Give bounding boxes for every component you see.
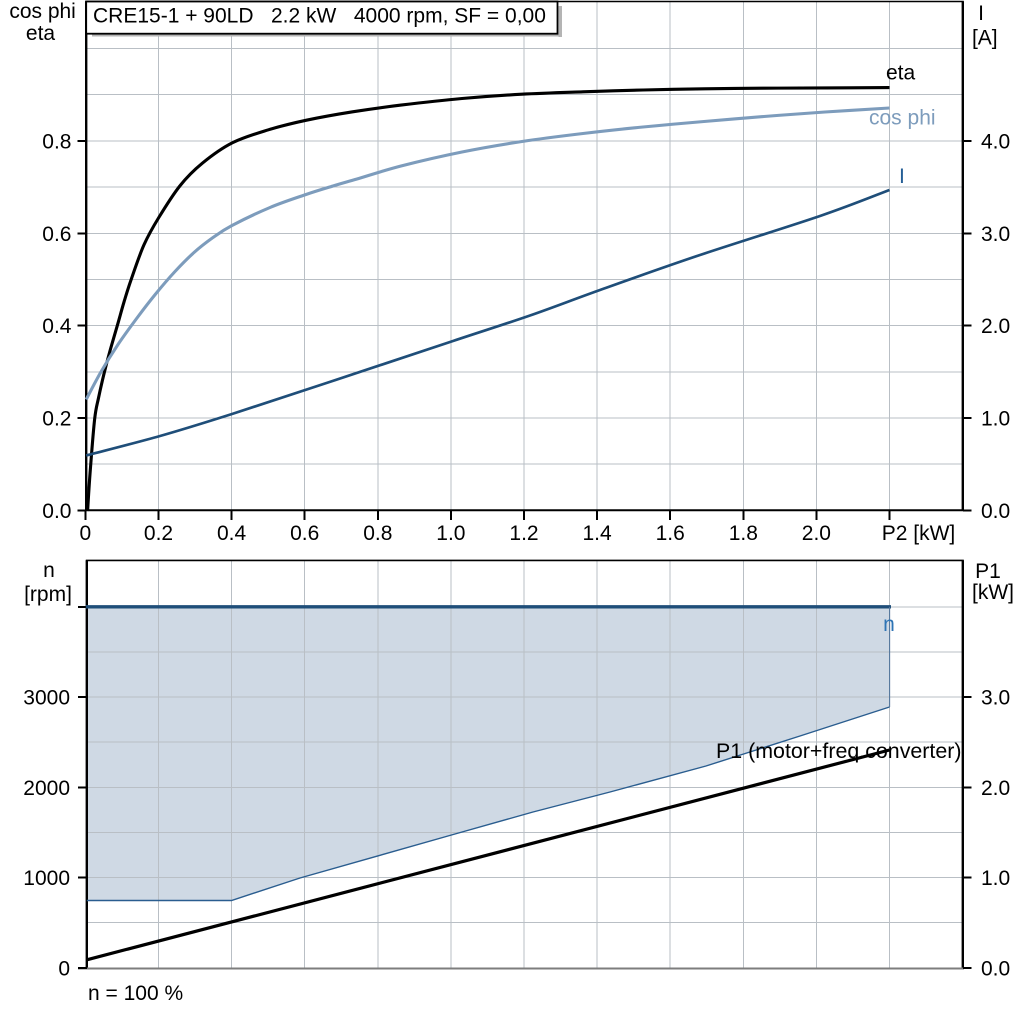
svg-text:0.6: 0.6 bbox=[42, 223, 71, 246]
svg-text:1.8: 1.8 bbox=[729, 522, 758, 545]
svg-text:I: I bbox=[899, 165, 905, 188]
svg-text:1000: 1000 bbox=[23, 867, 70, 890]
svg-text:[A]: [A] bbox=[972, 27, 998, 50]
svg-text:[rpm]: [rpm] bbox=[24, 583, 72, 606]
svg-text:3.0: 3.0 bbox=[981, 687, 1010, 710]
svg-text:0: 0 bbox=[58, 957, 70, 980]
svg-text:cos phi: cos phi bbox=[9, 0, 76, 23]
svg-text:1.0: 1.0 bbox=[981, 407, 1010, 430]
svg-text:0.6: 0.6 bbox=[290, 522, 319, 545]
svg-text:CRE15-1 + 90LD 2.2 kW 4000: CRE15-1 + 90LD 2.2 kW 4000 rpm, SF = 0,0… bbox=[93, 5, 546, 28]
svg-text:0.4: 0.4 bbox=[42, 315, 72, 338]
svg-text:4.0: 4.0 bbox=[981, 130, 1010, 153]
svg-text:3000: 3000 bbox=[23, 687, 70, 710]
svg-text:cos phi: cos phi bbox=[869, 107, 936, 130]
svg-text:3.0: 3.0 bbox=[981, 223, 1010, 246]
svg-text:P1: P1 bbox=[975, 560, 1001, 583]
svg-text:0.0: 0.0 bbox=[981, 957, 1010, 980]
svg-text:0.8: 0.8 bbox=[42, 130, 71, 153]
svg-text:P2 [kW]: P2 [kW] bbox=[882, 522, 956, 545]
svg-text:n: n bbox=[883, 613, 895, 636]
svg-text:2.0: 2.0 bbox=[981, 315, 1010, 338]
svg-text:eta: eta bbox=[26, 22, 56, 45]
svg-text:1.4: 1.4 bbox=[582, 522, 612, 545]
svg-text:1.0: 1.0 bbox=[436, 522, 465, 545]
svg-text:0.2: 0.2 bbox=[144, 522, 173, 545]
svg-text:n = 100 %: n = 100 % bbox=[88, 982, 183, 1005]
svg-text:0.0: 0.0 bbox=[42, 500, 71, 523]
svg-text:2.0: 2.0 bbox=[981, 777, 1010, 800]
svg-text:0.0: 0.0 bbox=[981, 500, 1010, 523]
svg-text:2000: 2000 bbox=[23, 777, 70, 800]
svg-text:I: I bbox=[978, 2, 984, 25]
svg-text:0: 0 bbox=[80, 522, 92, 545]
svg-text:n: n bbox=[43, 559, 55, 582]
svg-text:1.2: 1.2 bbox=[509, 522, 538, 545]
svg-text:2.0: 2.0 bbox=[802, 522, 831, 545]
svg-text:P1 (motor+freq.converter): P1 (motor+freq.converter) bbox=[716, 739, 962, 763]
svg-text:[kW]: [kW] bbox=[972, 581, 1014, 604]
svg-text:1.0: 1.0 bbox=[981, 867, 1010, 890]
svg-text:0.2: 0.2 bbox=[42, 407, 71, 430]
svg-text:eta: eta bbox=[886, 62, 916, 85]
svg-text:1.6: 1.6 bbox=[656, 522, 685, 545]
svg-text:0.8: 0.8 bbox=[363, 522, 392, 545]
svg-text:0.4: 0.4 bbox=[217, 522, 247, 545]
